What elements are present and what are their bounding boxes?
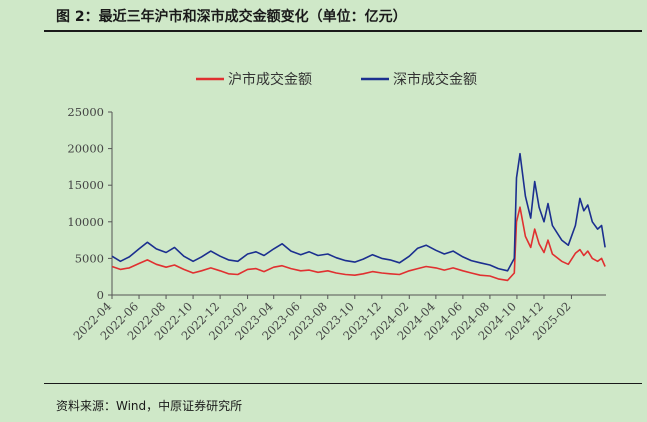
y-tick-label: 20000 — [67, 142, 104, 156]
y-tick-label: 25000 — [67, 105, 104, 119]
line-chart: 沪市成交金额 深市成交金额 0500010000150002000025000 … — [67, 71, 606, 343]
y-axis: 0 5000 10000 15000 20000 25000 — [67, 105, 113, 302]
legend-label-sh: 沪市成交金额 — [228, 71, 312, 88]
x-axis: 2022-042022-062022-082022-102022-122023-… — [70, 294, 606, 343]
y-tick-label: 10000 — [67, 215, 104, 229]
source-note: 资料来源：Wind，中原证券研究所 — [56, 399, 243, 413]
series-line-sh — [111, 206, 606, 282]
title-rule — [44, 30, 642, 32]
series-layer — [111, 152, 606, 282]
legend: 沪市成交金额 深市成交金额 — [196, 71, 477, 88]
y-tick-label: 15000 — [67, 178, 104, 192]
source-rule — [44, 383, 642, 384]
y-tick-label: 0 — [97, 288, 104, 302]
series-line-sz — [111, 152, 606, 272]
figure-title: 图 2：最近三年沪市和深市成交金额变化（单位：亿元） — [56, 9, 407, 25]
legend-label-sz: 深市成交金额 — [393, 71, 477, 88]
y-tick-label: 5000 — [75, 251, 104, 265]
